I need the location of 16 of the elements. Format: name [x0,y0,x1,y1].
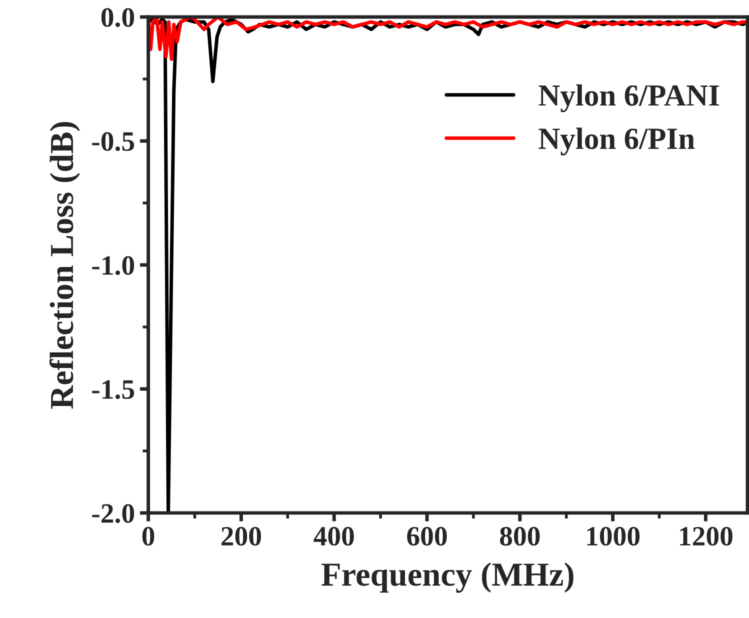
x-tick-label: 400 [314,526,354,546]
x-tick-label: 1200 [680,526,732,546]
x-tick-label: 0 [142,526,154,546]
y-tick-label: -1.5 [92,380,134,399]
y-axis-title: Reflection Loss (dB) [49,122,80,409]
y-tick-label: -1.0 [92,256,134,275]
y-tick-label: -0.5 [92,132,134,152]
y-tick-label: -2.0 [92,504,134,523]
x-tick-label: 800 [500,526,540,546]
x-axis-title: Frequency (MHz) [321,562,574,593]
legend-label: Nylon 6/PIn [538,128,695,156]
y-tick-label: 0.0 [101,8,134,28]
x-tick-label: 1000 [587,526,640,546]
x-tick-label: 200 [222,526,261,546]
legend-label: Nylon 6/PANI [538,84,719,112]
x-tick-label: 600 [407,526,447,546]
